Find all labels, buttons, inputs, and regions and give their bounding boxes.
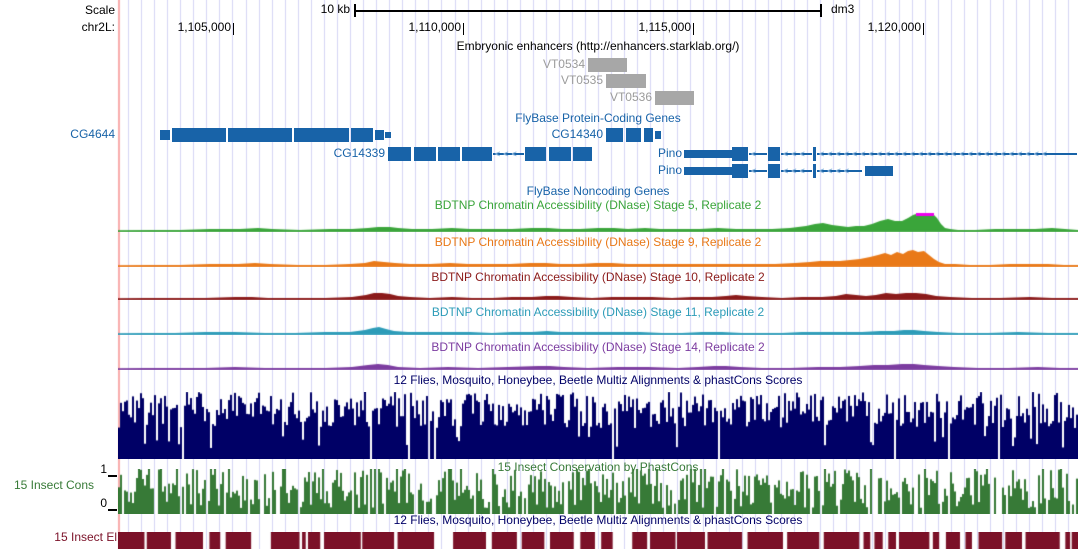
noncoding-genes-track-title[interactable]: FlyBase Noncoding Genes: [526, 184, 670, 198]
conservation-axis-max-tick: [108, 475, 117, 477]
gene-label[interactable]: Pino: [657, 163, 682, 177]
dnase-signal-track-s11[interactable]: [118, 314, 1078, 335]
gene-exon[interactable]: [385, 132, 391, 138]
scale-bar-length-label: 10 kb: [320, 2, 350, 16]
coordinate-label: 1,110,000: [408, 20, 462, 34]
gene-exon[interactable]: [375, 130, 384, 140]
dnase-signal-track-s10[interactable]: [118, 279, 1078, 300]
enhancer-label[interactable]: VT0536: [609, 90, 652, 104]
dnase-signal-track-s9[interactable]: [118, 246, 1078, 267]
gene-intron-line[interactable]: [749, 170, 767, 172]
gene-strand-arrows-icon: <<<: [783, 166, 808, 176]
enhancer-label[interactable]: VT0535: [560, 73, 603, 87]
gene-exon[interactable]: [732, 164, 748, 178]
scale-row-label: Scale: [84, 3, 115, 17]
gene-label[interactable]: CG4644: [70, 127, 115, 141]
gene-exon[interactable]: [525, 147, 546, 161]
enhancer-box[interactable]: [588, 58, 627, 72]
gene-intron-line[interactable]: [781, 153, 812, 155]
gene-exon[interactable]: [732, 147, 748, 161]
enhancers-track-title[interactable]: Embryonic enhancers (http://enhancers.st…: [456, 39, 740, 53]
gene-exon[interactable]: [684, 167, 732, 175]
conservation-axis-max-label: 1: [100, 462, 107, 476]
gene-exon[interactable]: [160, 130, 170, 140]
chromosome-label: chr2L:: [81, 20, 115, 34]
gene-exon[interactable]: [606, 128, 623, 142]
coordinate-tick: [693, 23, 694, 35]
gene-strand-arrows-icon: <<<<<<<<<<<<<<<<<<<<<<<<<<<<: [819, 149, 1051, 159]
gene-strand-arrows-icon: <<<<: [819, 166, 853, 176]
gene-exon[interactable]: [573, 147, 592, 161]
dnase-signal-track-s5[interactable]: [118, 211, 1078, 232]
gene-exon[interactable]: [813, 164, 816, 178]
gene-intron-line[interactable]: [749, 153, 767, 155]
scale-bar-left-tick: [354, 4, 356, 17]
gene-exon[interactable]: [549, 147, 571, 161]
gene-intron-line[interactable]: [493, 153, 524, 155]
gene-strand-arrows-icon: <<<: [495, 149, 520, 159]
coordinate-tick: [233, 23, 234, 35]
gene-exon[interactable]: [462, 147, 492, 161]
gene-exon[interactable]: [644, 128, 653, 142]
phastcons-conservation-track[interactable]: [118, 469, 1078, 514]
multiz-track-title-2[interactable]: 12 Flies, Mosquito, Honeybee, Beetle Mul…: [393, 513, 803, 527]
gene-exon[interactable]: [813, 147, 816, 161]
gene-strand-arrows-icon: <: [751, 149, 760, 159]
gene-label[interactable]: CG14339: [333, 146, 385, 160]
gene-strand-arrows-icon: <: [751, 166, 760, 176]
gene-exon[interactable]: [684, 150, 732, 158]
enhancer-label[interactable]: VT0534: [542, 57, 585, 71]
gene-exon[interactable]: [414, 147, 436, 161]
coordinate-tick: [923, 23, 924, 35]
gene-exon[interactable]: [438, 147, 460, 161]
gene-strand-arrows-icon: <<<: [783, 149, 808, 159]
gene-exon[interactable]: [655, 131, 661, 139]
gene-exon[interactable]: [626, 128, 641, 142]
gene-label[interactable]: Pino: [657, 146, 682, 160]
coordinate-label: 1,115,000: [638, 20, 692, 34]
coordinate-tick: [463, 23, 464, 35]
scale-bar-right-tick: [820, 4, 822, 17]
gene-exon[interactable]: [768, 147, 780, 161]
gene-exon[interactable]: [351, 128, 373, 142]
coding-genes-track-title[interactable]: FlyBase Protein-Coding Genes: [515, 111, 681, 125]
gene-label[interactable]: CG14340: [551, 127, 603, 141]
gene-exon[interactable]: [768, 164, 780, 178]
gene-exon[interactable]: [865, 166, 893, 176]
elements-track-left-label[interactable]: 15 Insect El: [54, 530, 117, 544]
gene-intron-line[interactable]: [817, 170, 862, 172]
conserved-elements-track[interactable]: [118, 532, 1078, 549]
gene-exon[interactable]: [388, 147, 411, 161]
dnase-stage9-track-title[interactable]: BDTNP Chromatin Accessibility (DNase) St…: [434, 235, 762, 249]
coordinate-label: 1,105,000: [177, 20, 231, 34]
enhancer-box[interactable]: [606, 74, 646, 88]
conservation-track-left-label[interactable]: 15 Insect Cons: [13, 478, 94, 492]
dnase-stage5-track-title[interactable]: BDTNP Chromatin Accessibility (DNase) St…: [434, 198, 762, 212]
gene-exon[interactable]: [172, 128, 226, 142]
dnase-signal-track-s14[interactable]: [118, 349, 1078, 370]
coordinate-label: 1,120,000: [867, 20, 921, 34]
gene-intron-line[interactable]: [781, 170, 812, 172]
gene-intron-line[interactable]: [817, 153, 1077, 155]
scale-bar: [354, 10, 821, 12]
enhancer-box[interactable]: [655, 91, 694, 105]
gene-exon[interactable]: [228, 128, 292, 142]
gene-exon[interactable]: [294, 128, 349, 142]
multiz-track-title[interactable]: 12 Flies, Mosquito, Honeybee, Beetle Mul…: [393, 373, 803, 387]
assembly-label: dm3: [831, 2, 855, 16]
multiz-alignment-track[interactable]: [118, 392, 1078, 459]
conservation-axis-min-label: 0: [100, 496, 107, 510]
conservation-axis-min-tick: [108, 509, 117, 511]
